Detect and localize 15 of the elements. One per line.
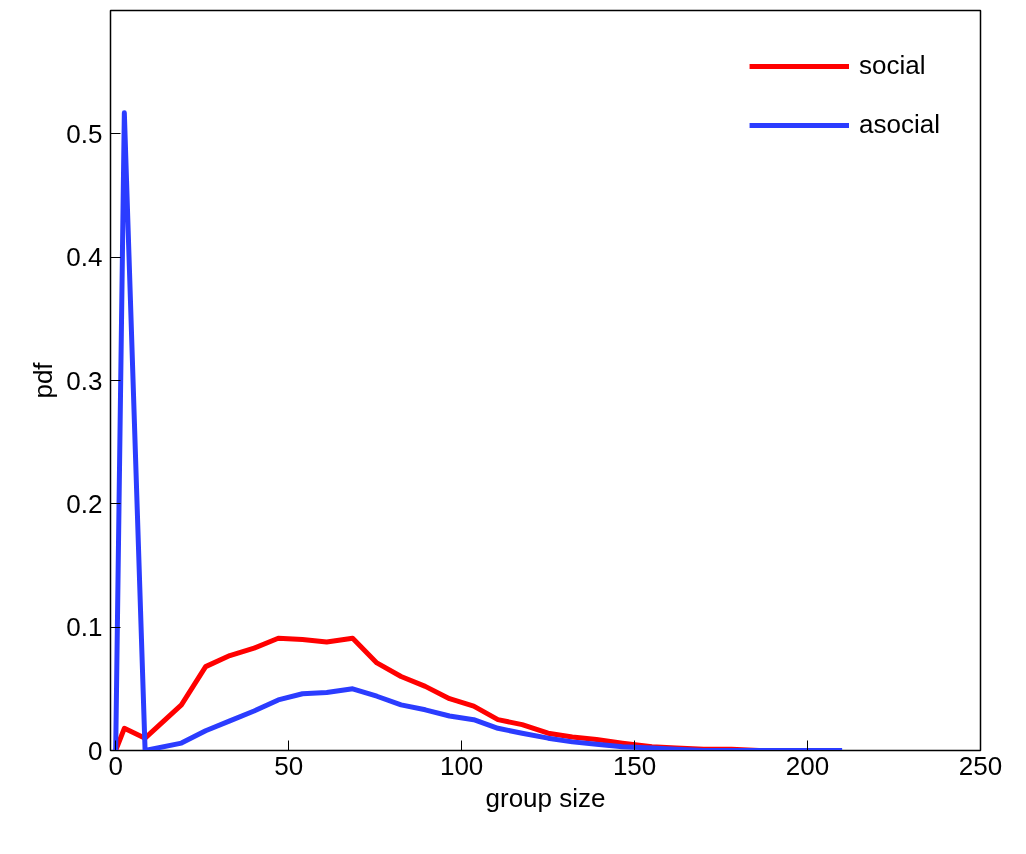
x-axis-title: group size [485,782,606,813]
x-tick-label: 0 [108,750,123,781]
x-tick-label: 50 [274,750,304,781]
legend-label: social [859,50,926,81]
legend-label: asocial [859,109,940,140]
y-axis-title: pdf [28,361,59,399]
x-tick-label: 150 [612,750,657,781]
y-tick-label: 0.5 [66,118,103,149]
y-tick-label: 0.4 [66,242,103,273]
x-tick-label: 100 [439,750,484,781]
y-tick-label: 0.3 [66,365,103,396]
x-tick-label: 250 [958,750,1003,781]
y-tick-label: 0.2 [66,488,103,519]
y-tick-label: 0.1 [66,612,103,643]
x-tick-label: 200 [785,750,830,781]
